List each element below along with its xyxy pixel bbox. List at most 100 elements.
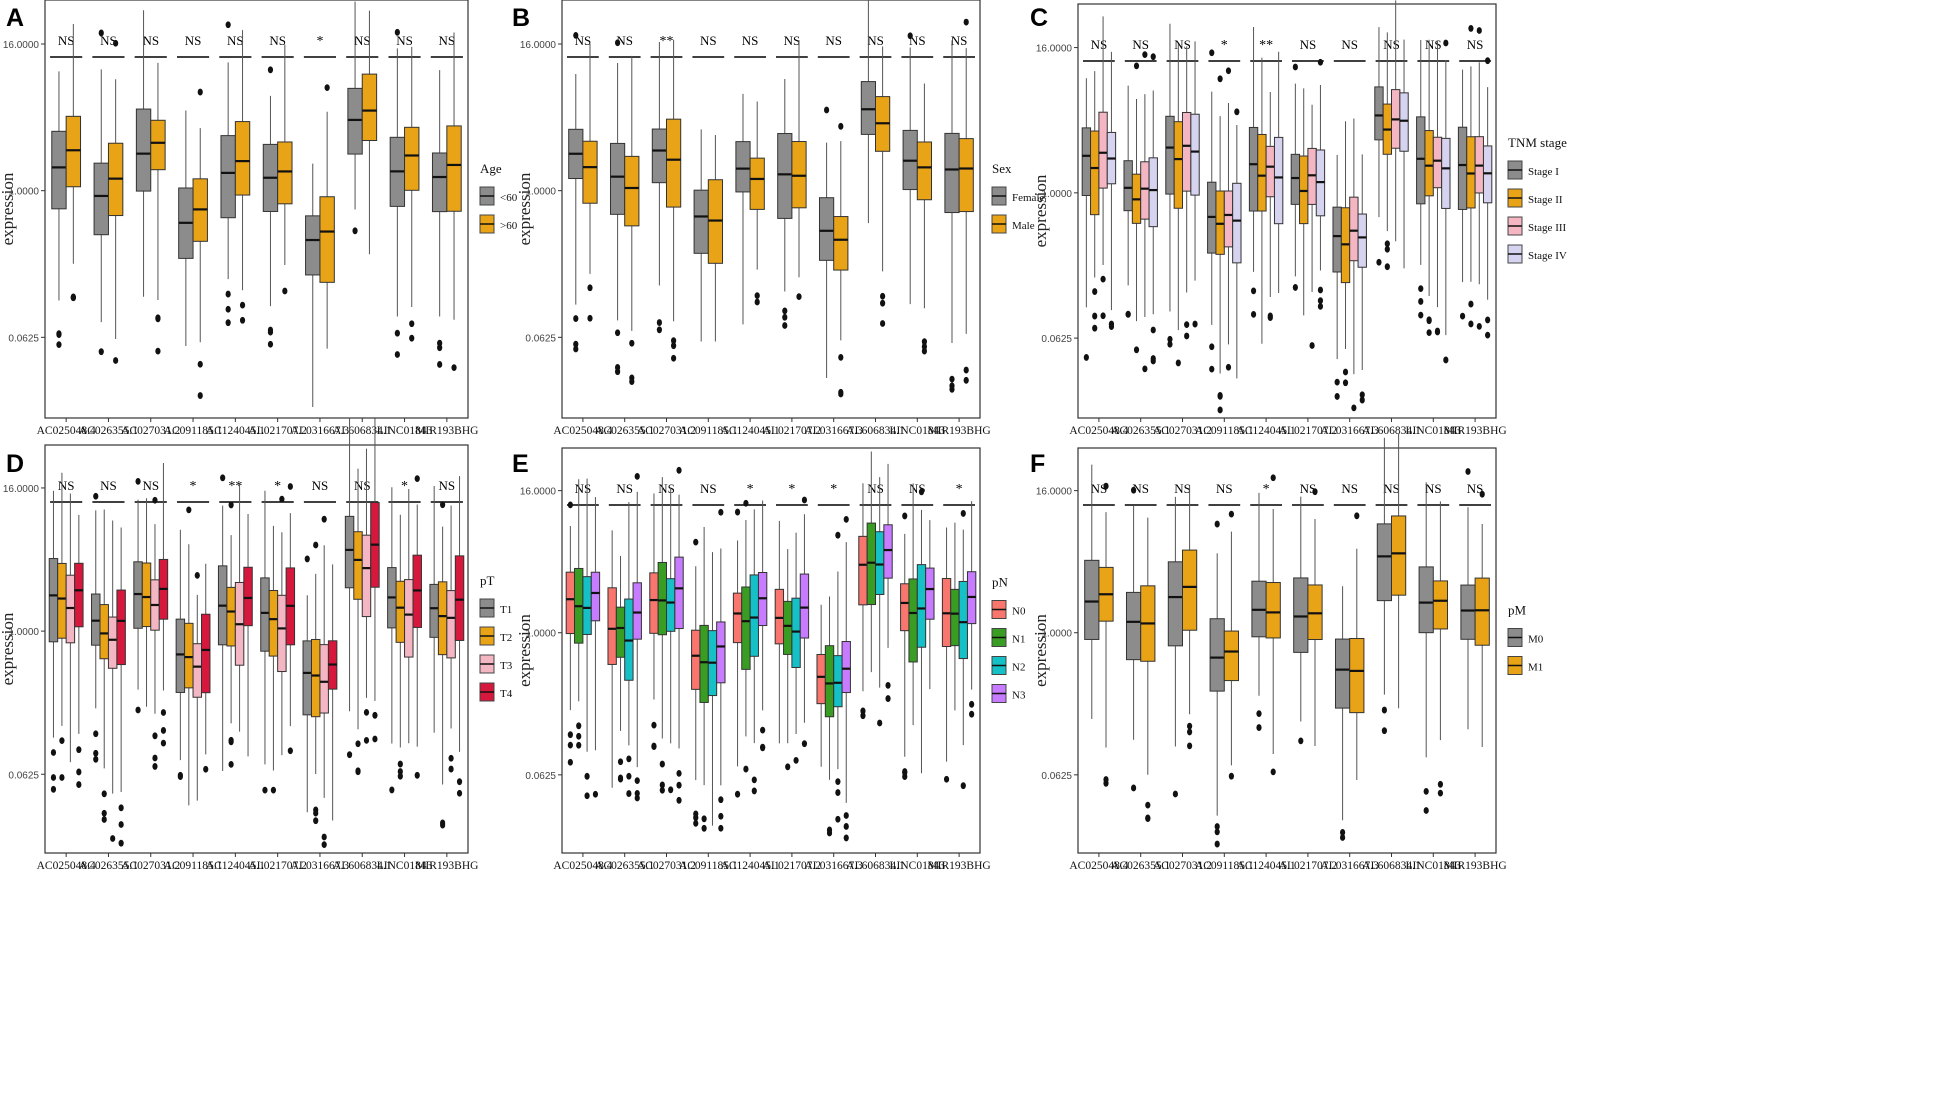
box bbox=[607, 587, 617, 665]
y-tick-label: 0.0625 bbox=[525, 333, 556, 344]
outlier-point bbox=[70, 294, 76, 302]
box bbox=[347, 87, 363, 155]
outlier-point bbox=[629, 339, 635, 347]
significance-label: NS bbox=[951, 33, 968, 48]
x-tick-label: AC026355.1 bbox=[79, 425, 138, 437]
box bbox=[1273, 136, 1284, 225]
outlier-point bbox=[1317, 302, 1324, 310]
significance-label: NS bbox=[100, 33, 117, 48]
x-tick-label: AL031667.3 bbox=[1320, 860, 1379, 872]
outlier-point bbox=[782, 307, 788, 315]
outlier-point bbox=[1187, 742, 1193, 750]
legend-label: Female bbox=[1012, 192, 1044, 204]
outlier-point bbox=[734, 508, 741, 516]
outlier-point bbox=[135, 706, 141, 714]
box bbox=[93, 162, 109, 236]
x-tick-label: AC026355.1 bbox=[595, 860, 654, 872]
significance-label: * bbox=[401, 479, 408, 494]
outlier-point bbox=[1217, 406, 1223, 414]
outlier-point bbox=[1187, 728, 1193, 736]
outlier-point bbox=[1217, 75, 1223, 83]
legend-label: Stage III bbox=[1528, 222, 1567, 234]
outlier-point bbox=[228, 736, 234, 744]
panel-letter: E bbox=[512, 450, 529, 478]
outlier-point bbox=[1103, 776, 1109, 783]
outlier-point bbox=[835, 778, 841, 786]
significance-label: NS bbox=[867, 33, 884, 48]
outlier-point bbox=[760, 726, 766, 734]
significance-label: NS bbox=[1467, 481, 1484, 496]
box bbox=[590, 571, 601, 622]
outlier-point bbox=[785, 763, 791, 771]
x-tick-label: AC091185.1 bbox=[679, 425, 738, 437]
outlier-point bbox=[734, 790, 741, 798]
outlier-point bbox=[693, 810, 699, 818]
significance-label: * bbox=[747, 482, 754, 497]
box bbox=[51, 130, 67, 210]
outlier-point bbox=[584, 772, 590, 780]
outlier-point bbox=[693, 819, 699, 827]
outlier-point bbox=[1423, 788, 1429, 795]
significance-label: NS bbox=[742, 33, 759, 48]
outlier-point bbox=[1100, 275, 1106, 283]
y-tick-label: 1.0000 bbox=[1041, 629, 1072, 640]
y-tick-label: 1.0000 bbox=[1041, 189, 1072, 200]
outlier-point bbox=[1184, 321, 1190, 329]
outlier-point bbox=[1485, 57, 1491, 65]
box bbox=[1090, 130, 1100, 216]
outlier-point bbox=[1234, 108, 1240, 116]
outlier-point bbox=[782, 322, 788, 329]
outlier-point bbox=[835, 531, 841, 539]
x-tick-label: LINC01843 bbox=[1406, 860, 1462, 872]
box bbox=[1432, 580, 1449, 630]
x-tick-label: LINC01843 bbox=[890, 860, 946, 872]
x-tick-label: AC026355.1 bbox=[1111, 425, 1170, 437]
outlier-point bbox=[1150, 355, 1156, 362]
outlier-point bbox=[880, 320, 886, 327]
outlier-point bbox=[313, 541, 319, 549]
outlier-point bbox=[838, 353, 844, 361]
x-tick-label: AC124045.1 bbox=[721, 425, 780, 437]
y-tick-label: 0.0625 bbox=[525, 771, 556, 782]
outlier-point bbox=[321, 833, 327, 841]
outlier-point bbox=[1217, 393, 1223, 400]
outlier-point bbox=[118, 821, 124, 828]
significance-label: NS bbox=[100, 478, 117, 493]
y-tick-label: 1.0000 bbox=[8, 627, 39, 638]
box bbox=[1391, 515, 1407, 596]
outlier-point bbox=[1465, 468, 1471, 475]
box bbox=[841, 641, 851, 694]
x-tick-label: AC025048.4 bbox=[1069, 425, 1128, 437]
box bbox=[777, 133, 793, 219]
outlier-point bbox=[617, 758, 624, 766]
box bbox=[150, 119, 166, 171]
outlier-point bbox=[1150, 53, 1156, 61]
box bbox=[1290, 153, 1301, 205]
outlier-point bbox=[743, 765, 749, 773]
outlier-point bbox=[93, 492, 99, 500]
box bbox=[1167, 561, 1183, 647]
box bbox=[1257, 133, 1267, 212]
significance-label: NS bbox=[1132, 37, 1149, 52]
legend-title: pM bbox=[1508, 603, 1527, 618]
outlier-point bbox=[1228, 510, 1235, 518]
box bbox=[858, 535, 868, 606]
box bbox=[749, 157, 765, 210]
outlier-point bbox=[363, 708, 370, 716]
panel-frame bbox=[1077, 447, 1497, 854]
outlier-point bbox=[50, 774, 57, 781]
significance-label: NS bbox=[354, 478, 371, 493]
outlier-point bbox=[718, 508, 724, 516]
outlier-point bbox=[397, 768, 403, 775]
outlier-point bbox=[1100, 312, 1106, 320]
box bbox=[1334, 638, 1351, 709]
box bbox=[816, 653, 826, 705]
y-axis-label: expression bbox=[0, 612, 17, 685]
legend-title: Sex bbox=[992, 161, 1012, 176]
outlier-point bbox=[394, 351, 400, 358]
outlier-point bbox=[152, 754, 158, 762]
outlier-point bbox=[860, 707, 866, 715]
outlier-point bbox=[843, 812, 849, 819]
